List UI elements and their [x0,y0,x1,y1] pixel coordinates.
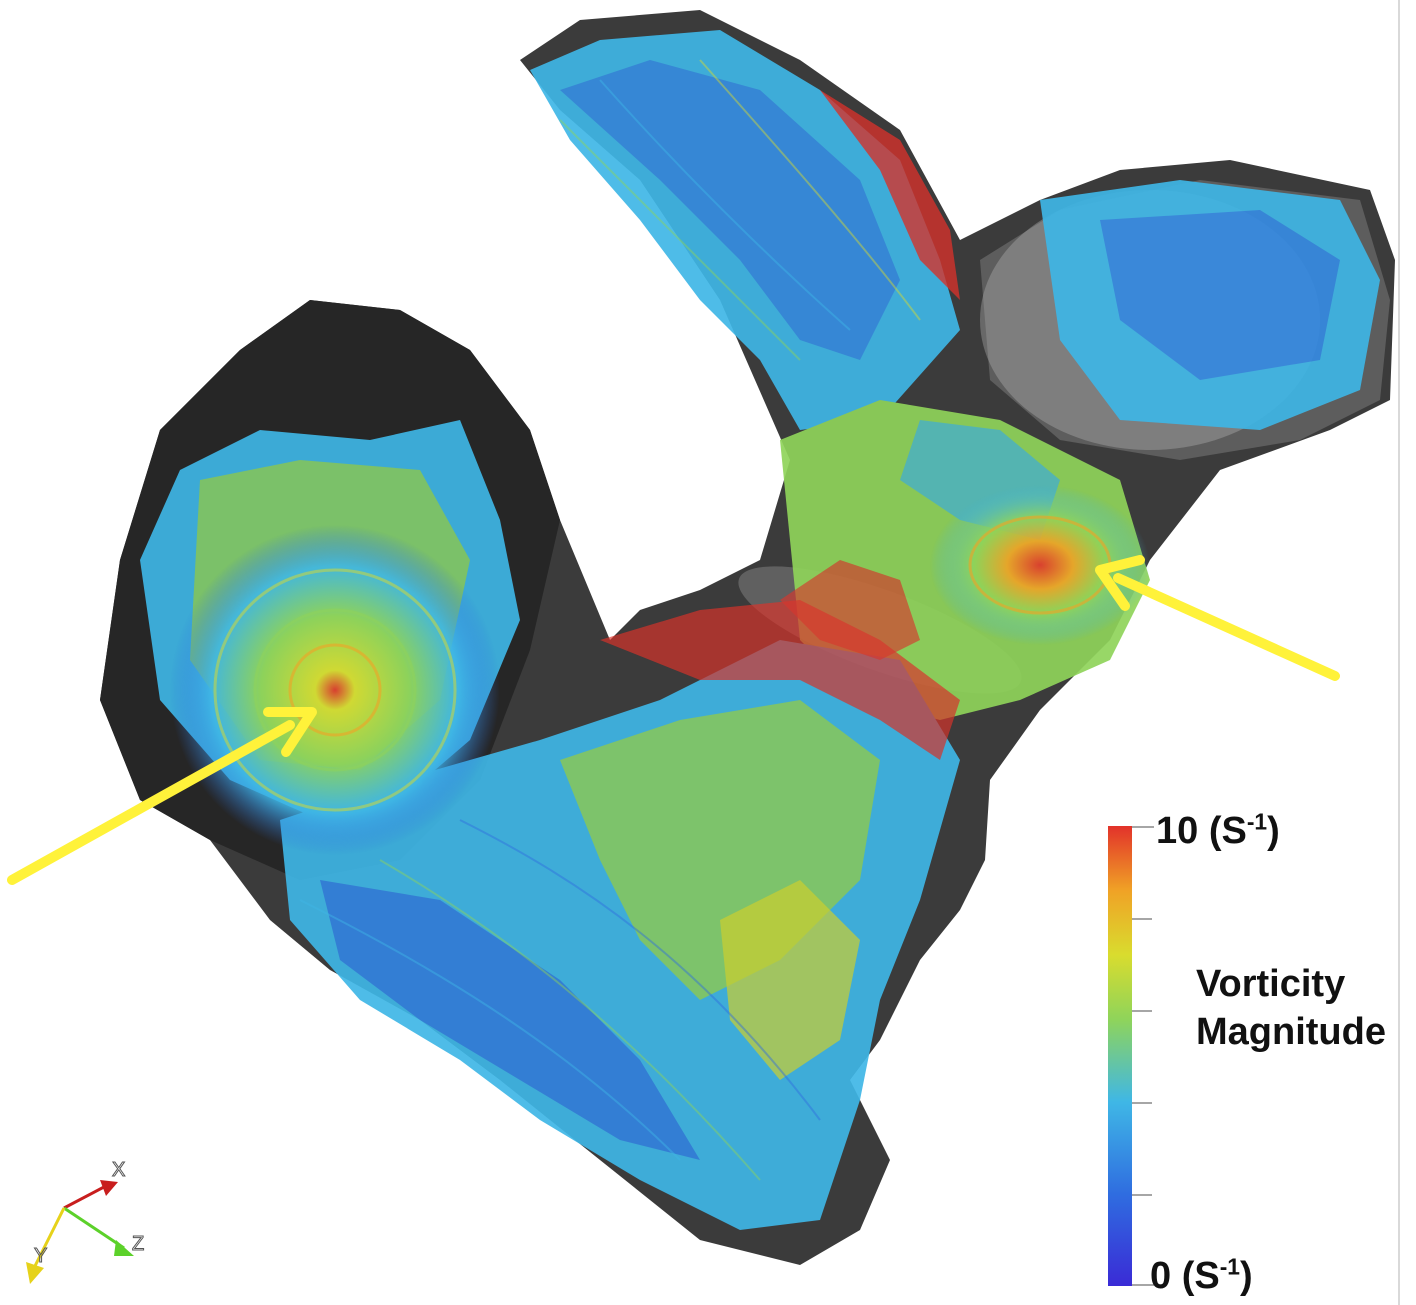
colorbar-min-unit-exponent: -1 [1219,1253,1240,1280]
colorbar-max-unit-exponent: -1 [1246,808,1268,835]
colorbar-gradient [1108,826,1132,1286]
left-vortex-arrow [7,707,317,885]
y-axis-label: Y [34,1245,47,1267]
right-vortex-arrow [1095,555,1340,681]
colorbar-title: Vorticity Magnitude [1196,960,1386,1056]
right-vortex [930,485,1150,645]
streamline-strokes [299,59,921,1181]
left-vortex [170,525,500,855]
colorbar-max-unit-close: ) [1267,810,1280,852]
colorbar-title-line1: Vorticity [1196,963,1346,1005]
x-axis-line [63,1185,105,1210]
annotation-arrows [7,555,1340,885]
x-axis-label: X [112,1159,125,1181]
colorbar-max-label: 10 (S-1) [1156,810,1280,853]
colorbar-max-value: 10 [1156,810,1199,852]
colorbar-title-line2: Magnitude [1196,1011,1386,1053]
colorbar-min-label: 0 (S-1) [1150,1255,1253,1298]
colorbar [1108,826,1154,1286]
z-axis-label: Z [132,1233,144,1255]
colorbar-min-unit: (S [1181,1255,1220,1297]
orientation-axes: X Z Y [26,1159,145,1284]
y-axis-head [26,1262,44,1284]
x-axis-head [100,1180,118,1196]
colorbar-min-value: 0 [1150,1255,1172,1297]
viewport-edge-divider [1398,0,1400,1305]
colorbar-min-unit-close: ) [1239,1255,1253,1297]
colorbar-ticks [1132,826,1154,1286]
y-axis-line [32,1207,66,1269]
z-axis-head [114,1240,134,1256]
colorbar-max-unit: (S [1208,810,1247,852]
z-axis-line [63,1206,125,1250]
